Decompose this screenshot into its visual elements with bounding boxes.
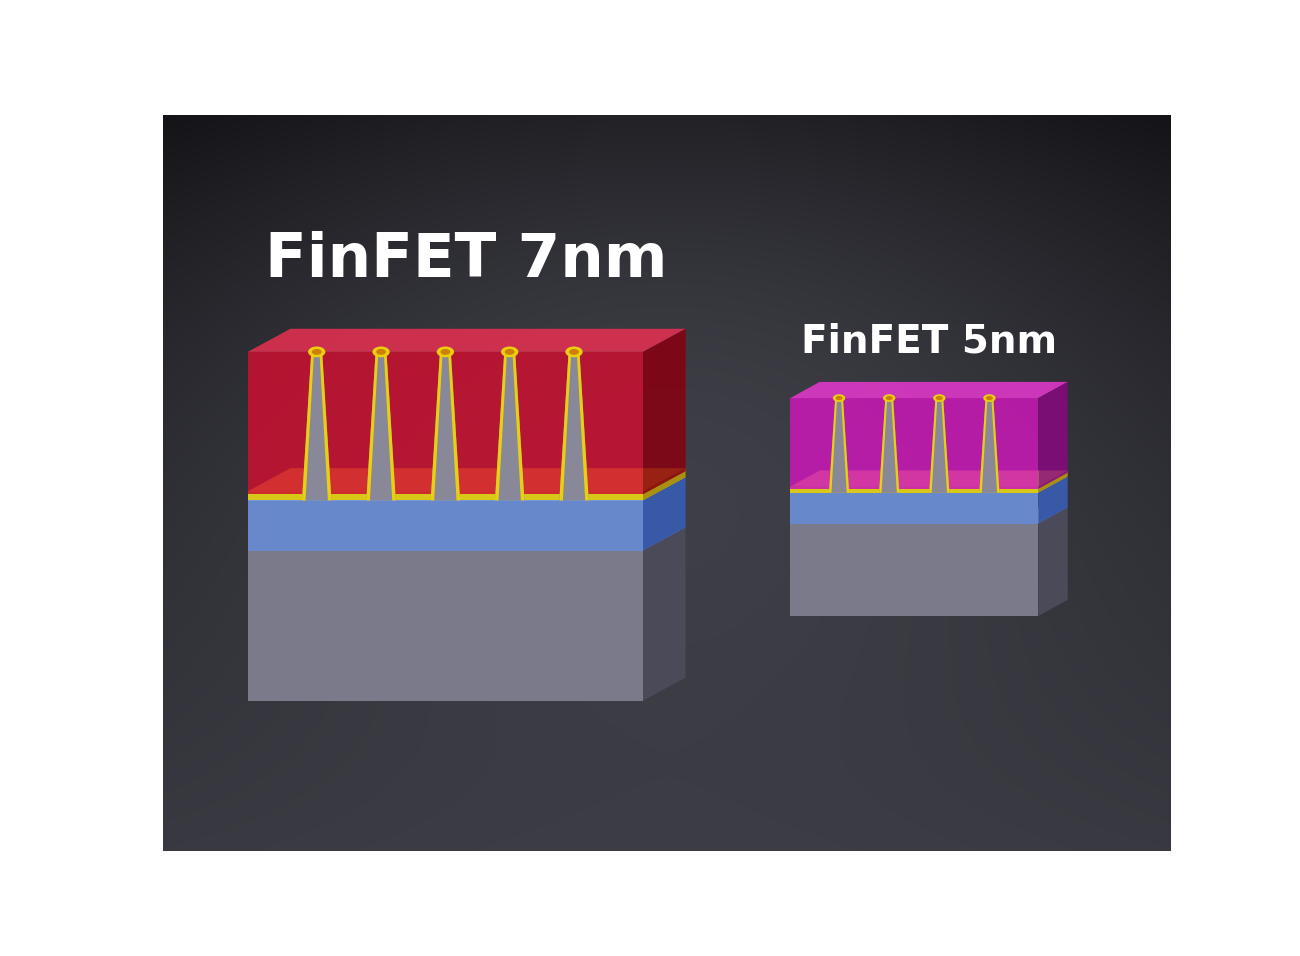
Polygon shape — [930, 398, 937, 492]
Text: FinFET 5nm: FinFET 5nm — [801, 322, 1057, 360]
Polygon shape — [559, 352, 589, 501]
Polygon shape — [302, 352, 315, 501]
Polygon shape — [248, 352, 644, 494]
Polygon shape — [992, 398, 1000, 492]
Polygon shape — [248, 329, 685, 352]
Ellipse shape — [376, 349, 386, 355]
Polygon shape — [790, 487, 1039, 492]
Ellipse shape — [836, 396, 842, 401]
Ellipse shape — [372, 346, 390, 358]
Ellipse shape — [885, 396, 893, 401]
Polygon shape — [430, 352, 460, 501]
Polygon shape — [1039, 477, 1067, 524]
Polygon shape — [644, 477, 685, 551]
Ellipse shape — [566, 346, 582, 358]
Polygon shape — [248, 551, 644, 701]
Polygon shape — [879, 398, 888, 492]
Polygon shape — [248, 491, 644, 501]
Ellipse shape — [833, 394, 845, 402]
Polygon shape — [248, 477, 685, 501]
Polygon shape — [644, 528, 685, 701]
Polygon shape — [384, 352, 395, 501]
Polygon shape — [512, 352, 524, 501]
Polygon shape — [430, 352, 443, 501]
Polygon shape — [495, 352, 507, 501]
Text: FinFET 7nm: FinFET 7nm — [265, 231, 668, 291]
Polygon shape — [248, 501, 644, 551]
Polygon shape — [879, 398, 900, 492]
Polygon shape — [644, 329, 685, 494]
Ellipse shape — [936, 396, 942, 401]
Polygon shape — [891, 398, 900, 492]
Polygon shape — [790, 477, 1067, 492]
Polygon shape — [1039, 381, 1067, 489]
Polygon shape — [248, 468, 685, 491]
Polygon shape — [577, 352, 589, 501]
Polygon shape — [790, 508, 1067, 524]
Polygon shape — [302, 352, 332, 501]
Polygon shape — [367, 352, 395, 501]
Ellipse shape — [569, 349, 578, 355]
Polygon shape — [941, 398, 949, 492]
Ellipse shape — [312, 349, 321, 355]
Polygon shape — [367, 352, 378, 501]
Polygon shape — [829, 398, 849, 492]
Polygon shape — [495, 352, 524, 501]
Ellipse shape — [985, 396, 993, 401]
Polygon shape — [790, 524, 1039, 616]
Ellipse shape — [437, 346, 454, 358]
Ellipse shape — [308, 346, 325, 358]
Polygon shape — [841, 398, 849, 492]
Polygon shape — [448, 352, 460, 501]
Polygon shape — [248, 528, 685, 551]
Ellipse shape — [983, 394, 996, 402]
Ellipse shape — [883, 394, 896, 402]
Polygon shape — [1039, 470, 1067, 492]
Ellipse shape — [504, 349, 515, 355]
Polygon shape — [790, 398, 1039, 489]
Polygon shape — [790, 470, 1067, 487]
Polygon shape — [979, 398, 988, 492]
Polygon shape — [790, 492, 1039, 524]
Polygon shape — [829, 398, 837, 492]
Polygon shape — [930, 398, 949, 492]
Polygon shape — [559, 352, 571, 501]
Polygon shape — [979, 398, 1000, 492]
Polygon shape — [644, 468, 685, 501]
Polygon shape — [790, 381, 1067, 398]
Ellipse shape — [933, 394, 945, 402]
Polygon shape — [320, 352, 332, 501]
Ellipse shape — [441, 349, 450, 355]
Ellipse shape — [500, 346, 519, 358]
Polygon shape — [1039, 508, 1067, 616]
